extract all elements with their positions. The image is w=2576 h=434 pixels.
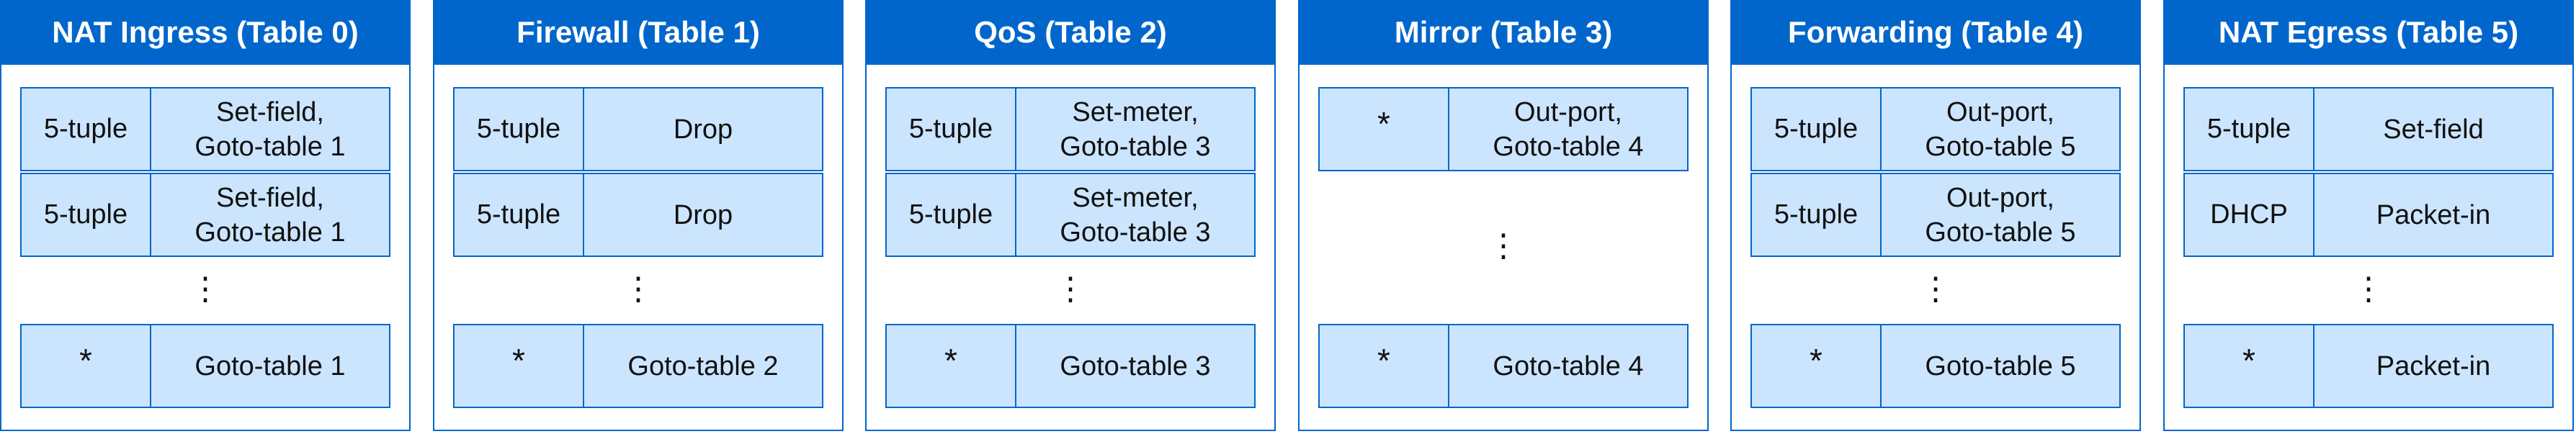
match-cell: * [455,325,584,407]
action-cell: Set-meter, Goto-table 3 [1060,182,1211,248]
action-cell: Set-field, Goto-table 1 [194,182,346,248]
match-cell: 5-tuple [455,174,584,256]
default-entry-row: * Goto-table 4 [1318,324,1689,408]
match-cell: * [1320,89,1449,170]
action-cell: Drop [673,114,733,145]
panel-title: NAT Ingress (Table 0) [0,0,411,65]
match-cell: 5-tuple [887,174,1016,256]
match-cell: 5-tuple [2185,89,2315,170]
action-cell: Packet-in [2376,351,2491,381]
action-cell: Goto-table 5 [1925,351,2076,381]
table-panel-forwarding: Forwarding (Table 4) 5-tuple Out-port, G… [1730,0,2141,431]
action-cell: Goto-table 3 [1060,351,1211,381]
action-cell: Out-port, Goto-table 4 [1493,96,1644,162]
flow-entry-row: 5-tuple Set-meter, Goto-table 3 [885,87,1256,171]
panel-title: Firewall (Table 1) [433,0,844,65]
flow-entry-row: 5-tuple Set-field, Goto-table 1 [20,87,390,171]
default-entry-row: * Goto-table 5 [1750,324,2121,408]
ellipsis: ⋮ [1055,271,1086,307]
match-cell: 5-tuple [22,89,151,170]
flow-entry-row: 5-tuple Set-field, Goto-table 1 [20,173,390,257]
match-cell: 5-tuple [1752,89,1882,170]
match-cell: 5-tuple [22,174,151,256]
table-panel-nat-ingress: NAT Ingress (Table 0) 5-tuple Set-field,… [0,0,411,431]
action-cell: Goto-table 4 [1493,351,1644,381]
default-entry-row: * Goto-table 1 [20,324,390,408]
action-cell: Set-field [2383,114,2484,145]
match-cell: * [22,325,151,407]
action-cell: Set-meter, Goto-table 3 [1060,96,1211,162]
match-cell: * [1320,325,1449,407]
panel-title: Mirror (Table 3) [1298,0,1709,65]
action-cell: Goto-table 2 [627,351,779,381]
table-panel-nat-egress: NAT Egress (Table 5) 5-tuple Set-field D… [2163,0,2574,431]
flow-entry-row: DHCP Packet-in [2183,173,2554,257]
match-cell: * [2185,325,2315,407]
flow-entry-row: 5-tuple Out-port, Goto-table 5 [1750,173,2121,257]
flow-entry-row: 5-tuple Drop [453,87,823,171]
match-cell: * [1752,325,1882,407]
action-cell: Goto-table 1 [194,351,346,381]
action-cell: Set-field, Goto-table 1 [194,96,346,162]
flow-entry-row: 5-tuple Out-port, Goto-table 5 [1750,87,2121,171]
ellipsis: ⋮ [189,271,221,307]
match-cell: * [887,325,1016,407]
panel-title: NAT Egress (Table 5) [2163,0,2574,65]
default-entry-row: * Goto-table 2 [453,324,823,408]
match-cell: DHCP [2185,174,2315,256]
ellipsis: ⋮ [1920,271,1951,307]
action-cell: Packet-in [2376,199,2491,230]
action-cell: Out-port, Goto-table 5 [1925,182,2076,248]
action-cell: Out-port, Goto-table 5 [1925,96,2076,162]
flow-entry-row: 5-tuple Set-field [2183,87,2554,171]
flow-entry-row: * Out-port, Goto-table 4 [1318,87,1689,171]
table-panel-mirror: Mirror (Table 3) * Out-port, Goto-table … [1298,0,1709,431]
match-cell: 5-tuple [1752,174,1882,256]
ellipsis: ⋮ [622,271,654,307]
flow-entry-row: 5-tuple Drop [453,173,823,257]
default-entry-row: * Goto-table 3 [885,324,1256,408]
table-panel-firewall: Firewall (Table 1) 5-tuple Drop 5-tuple … [433,0,844,431]
default-entry-row: * Packet-in [2183,324,2554,408]
action-cell: Drop [673,199,733,230]
ellipsis: ⋮ [1488,228,1519,263]
panel-title: Forwarding (Table 4) [1730,0,2141,65]
panel-title: QoS (Table 2) [865,0,1276,65]
ellipsis: ⋮ [2353,271,2384,307]
table-panel-qos: QoS (Table 2) 5-tuple Set-meter, Goto-ta… [865,0,1276,431]
match-cell: 5-tuple [455,89,584,170]
flow-entry-row: 5-tuple Set-meter, Goto-table 3 [885,173,1256,257]
match-cell: 5-tuple [887,89,1016,170]
